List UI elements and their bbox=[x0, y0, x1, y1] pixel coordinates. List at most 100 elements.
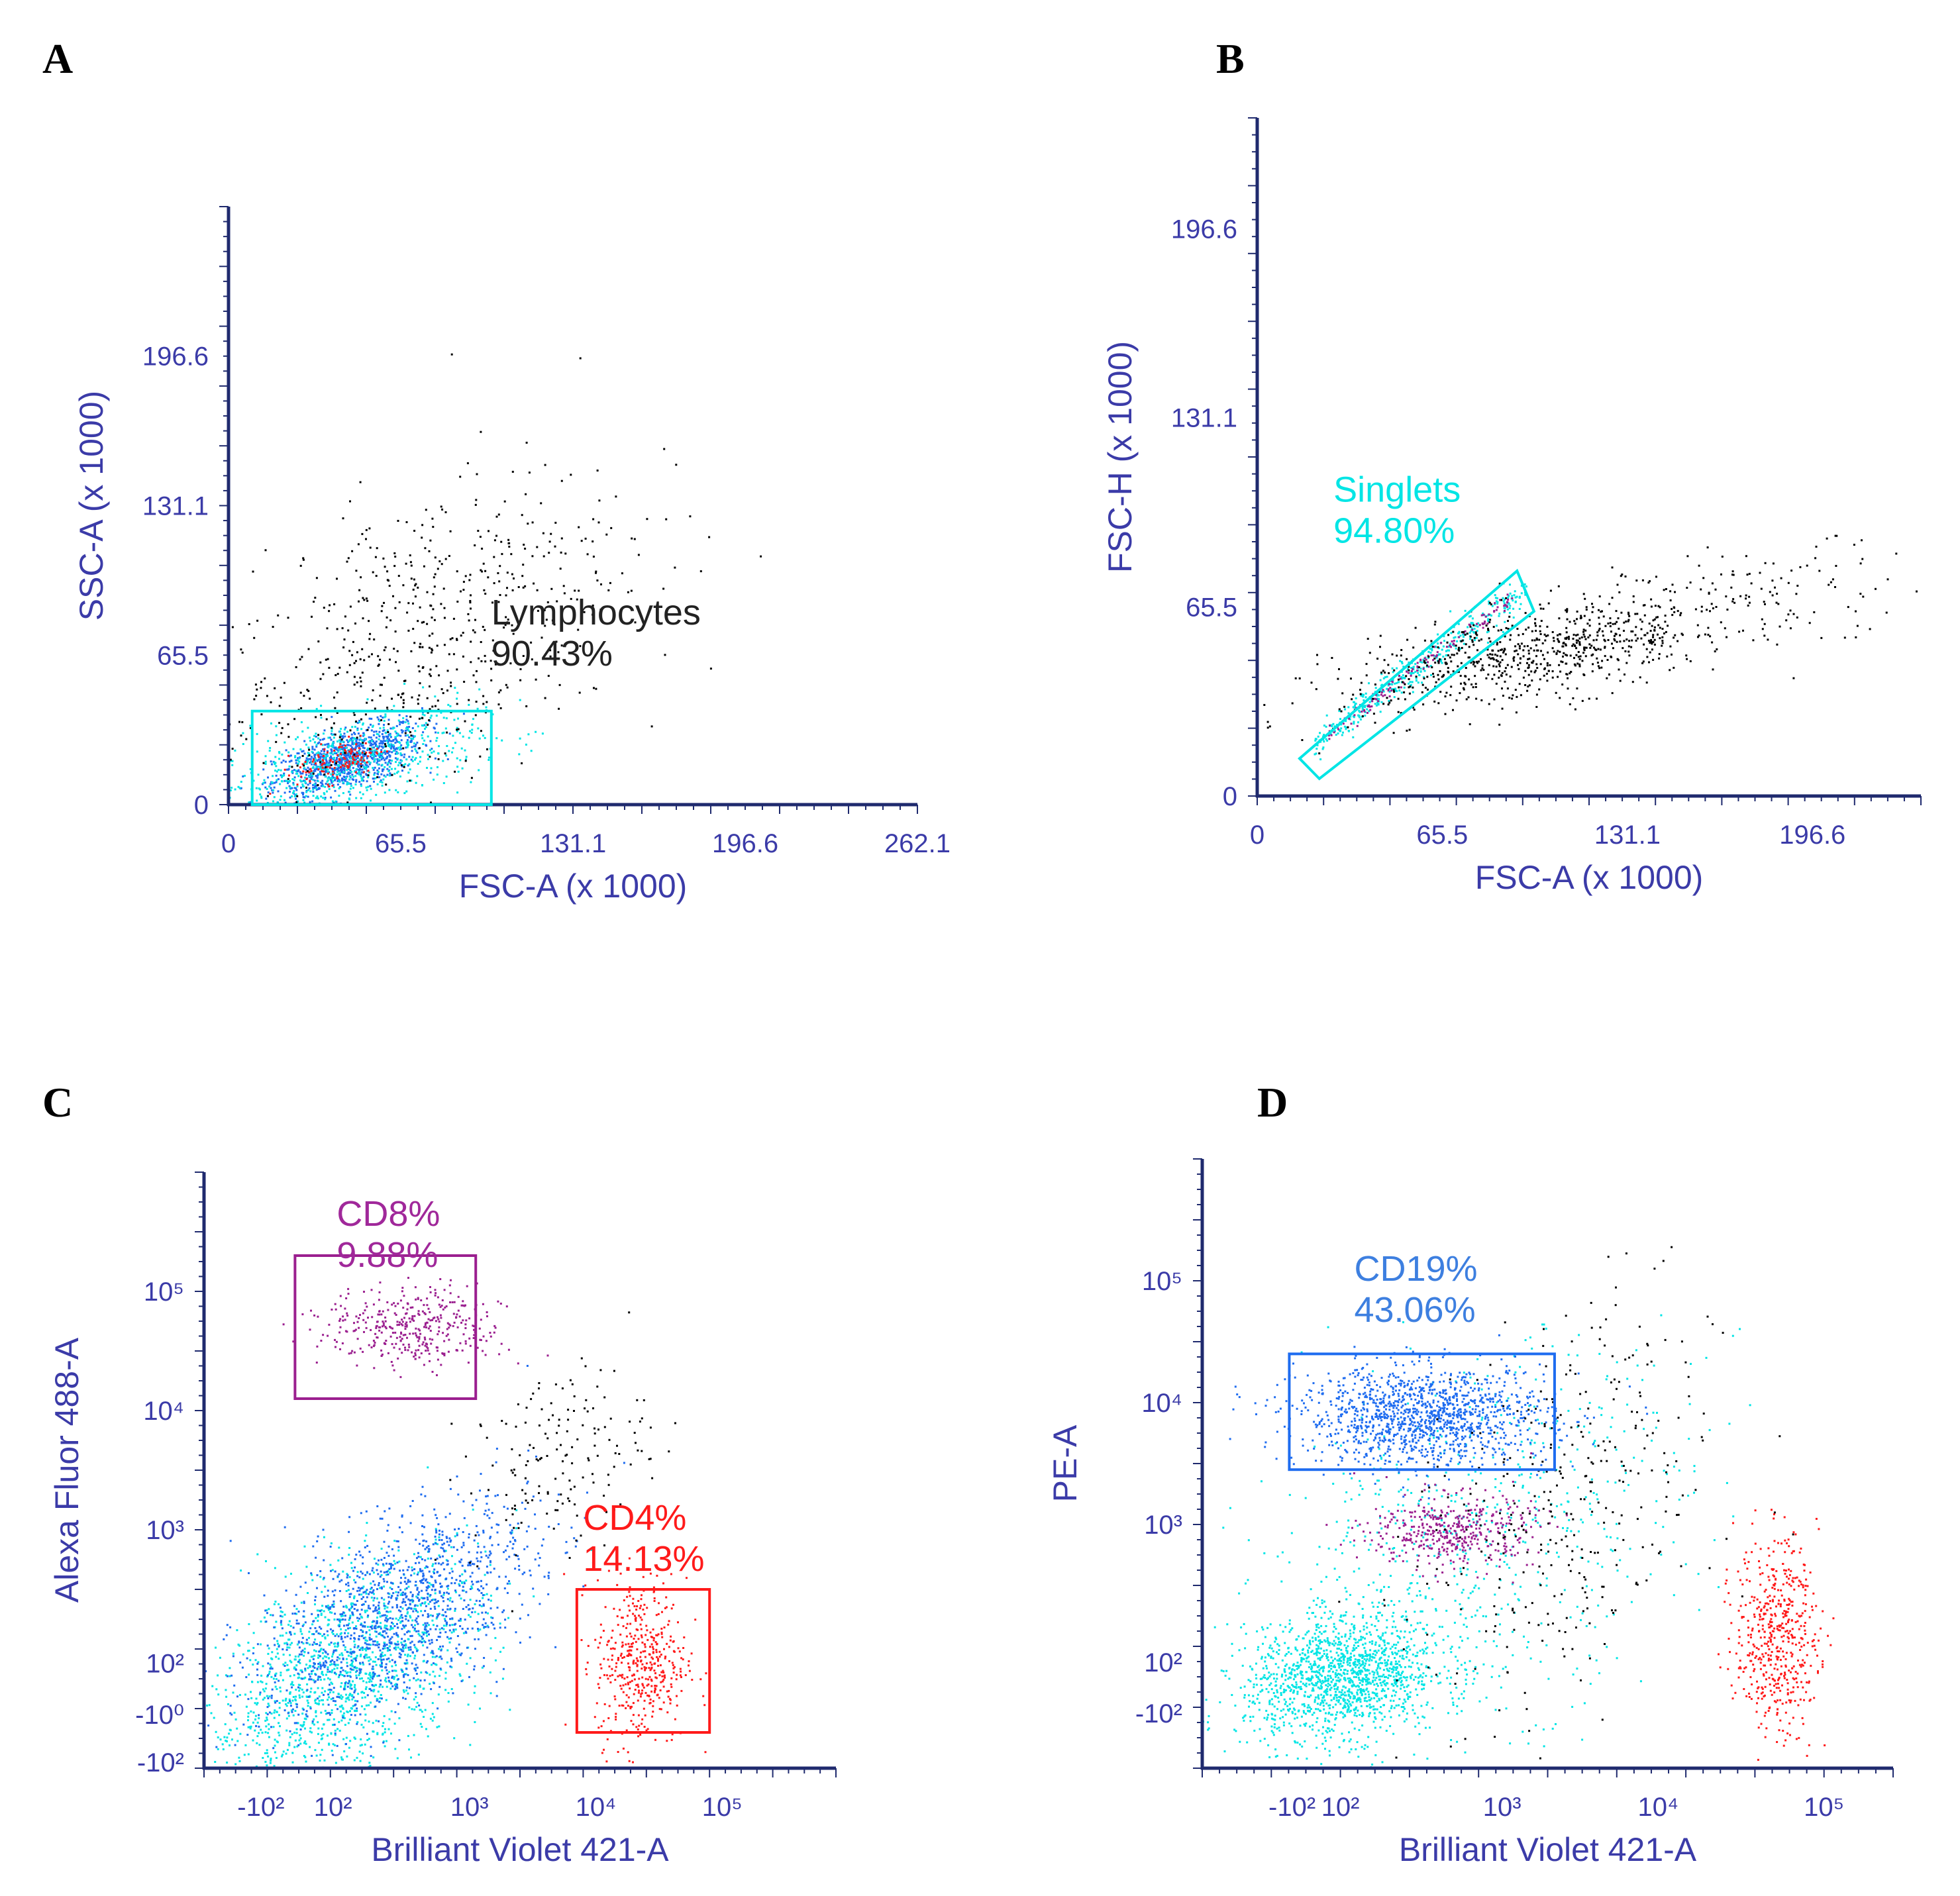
data-point bbox=[258, 1732, 260, 1734]
data-point bbox=[245, 738, 248, 740]
data-point bbox=[379, 683, 382, 686]
data-point bbox=[389, 727, 392, 730]
data-point bbox=[409, 715, 412, 718]
data-point bbox=[276, 1711, 278, 1713]
data-point bbox=[1655, 616, 1658, 619]
data-point bbox=[1498, 665, 1501, 668]
data-point bbox=[264, 1719, 267, 1722]
data-point bbox=[247, 1642, 250, 1644]
data-point bbox=[1526, 662, 1528, 664]
data-point bbox=[357, 762, 360, 764]
data-point bbox=[1460, 682, 1462, 685]
data-point bbox=[446, 670, 449, 672]
data-point bbox=[1383, 659, 1386, 662]
data-point bbox=[383, 649, 386, 652]
data-point bbox=[372, 1722, 374, 1724]
data-point bbox=[1439, 691, 1442, 693]
data-point bbox=[1577, 656, 1580, 658]
data-point bbox=[1394, 687, 1397, 690]
data-point bbox=[309, 1706, 312, 1709]
data-point bbox=[315, 767, 318, 770]
data-point bbox=[378, 720, 381, 723]
data-point bbox=[335, 1664, 337, 1666]
data-point bbox=[314, 760, 317, 763]
data-point bbox=[1630, 646, 1633, 648]
data-point bbox=[432, 593, 435, 595]
data-point bbox=[372, 1651, 374, 1654]
data-point bbox=[387, 740, 389, 743]
data-point bbox=[1474, 632, 1477, 635]
data-point bbox=[452, 747, 454, 750]
data-point bbox=[281, 776, 283, 779]
data-point bbox=[1361, 715, 1364, 718]
data-point bbox=[321, 738, 324, 741]
data-point bbox=[1435, 655, 1437, 658]
data-point bbox=[343, 1750, 346, 1753]
data-point bbox=[387, 761, 390, 764]
data-point bbox=[325, 718, 328, 721]
data-point bbox=[1509, 592, 1512, 595]
data-point bbox=[397, 1640, 399, 1643]
data-point bbox=[437, 752, 440, 755]
data-point bbox=[344, 756, 347, 758]
data-point bbox=[377, 763, 380, 766]
data-point bbox=[311, 775, 313, 778]
data-point bbox=[285, 1669, 288, 1671]
data-point bbox=[380, 779, 382, 781]
data-point bbox=[275, 781, 278, 783]
data-point bbox=[260, 1680, 262, 1683]
data-point bbox=[1384, 676, 1386, 679]
data-point bbox=[320, 714, 322, 717]
data-point bbox=[317, 784, 319, 786]
data-point bbox=[353, 675, 356, 678]
data-point bbox=[340, 760, 343, 762]
data-point bbox=[1711, 641, 1714, 644]
data-point bbox=[1453, 644, 1455, 647]
data-point bbox=[1365, 663, 1368, 666]
data-point bbox=[287, 768, 290, 770]
data-point bbox=[1671, 583, 1674, 586]
data-point bbox=[343, 763, 345, 766]
data-point bbox=[1649, 642, 1651, 644]
data-point bbox=[297, 775, 300, 777]
data-point bbox=[333, 733, 335, 736]
data-point bbox=[548, 540, 551, 543]
data-point bbox=[1525, 585, 1527, 588]
data-point bbox=[1667, 624, 1669, 627]
data-point bbox=[332, 773, 335, 775]
data-point bbox=[336, 711, 338, 714]
data-point bbox=[394, 1748, 397, 1750]
data-point bbox=[288, 1698, 291, 1701]
data-point bbox=[1476, 649, 1478, 652]
data-point bbox=[323, 792, 325, 795]
data-point bbox=[1603, 638, 1606, 641]
data-point bbox=[420, 1671, 423, 1673]
data-point bbox=[1465, 643, 1467, 646]
data-point bbox=[1343, 705, 1346, 708]
data-point bbox=[1387, 689, 1390, 692]
data-point bbox=[1486, 642, 1489, 644]
data-point bbox=[352, 640, 354, 643]
data-point bbox=[450, 1546, 452, 1548]
data-point bbox=[264, 1760, 267, 1763]
data-point bbox=[1362, 695, 1365, 698]
data-point bbox=[303, 1742, 305, 1744]
data-point bbox=[429, 685, 431, 687]
data-point bbox=[1440, 658, 1443, 661]
data-point bbox=[282, 1750, 285, 1753]
data-point bbox=[289, 1736, 291, 1738]
data-point bbox=[372, 1673, 374, 1675]
data-point bbox=[352, 1658, 355, 1660]
data-point bbox=[355, 779, 358, 781]
data-point bbox=[348, 664, 351, 666]
data-point bbox=[1342, 723, 1345, 725]
data-point bbox=[1518, 647, 1521, 650]
data-point bbox=[359, 743, 362, 746]
data-point bbox=[549, 655, 552, 658]
data-point bbox=[1332, 723, 1335, 725]
y-axis-label: FSC-H (x 1000) bbox=[1102, 341, 1139, 573]
data-point bbox=[363, 734, 366, 736]
data-point bbox=[231, 760, 234, 762]
data-point bbox=[382, 768, 385, 771]
data-point bbox=[309, 772, 312, 775]
